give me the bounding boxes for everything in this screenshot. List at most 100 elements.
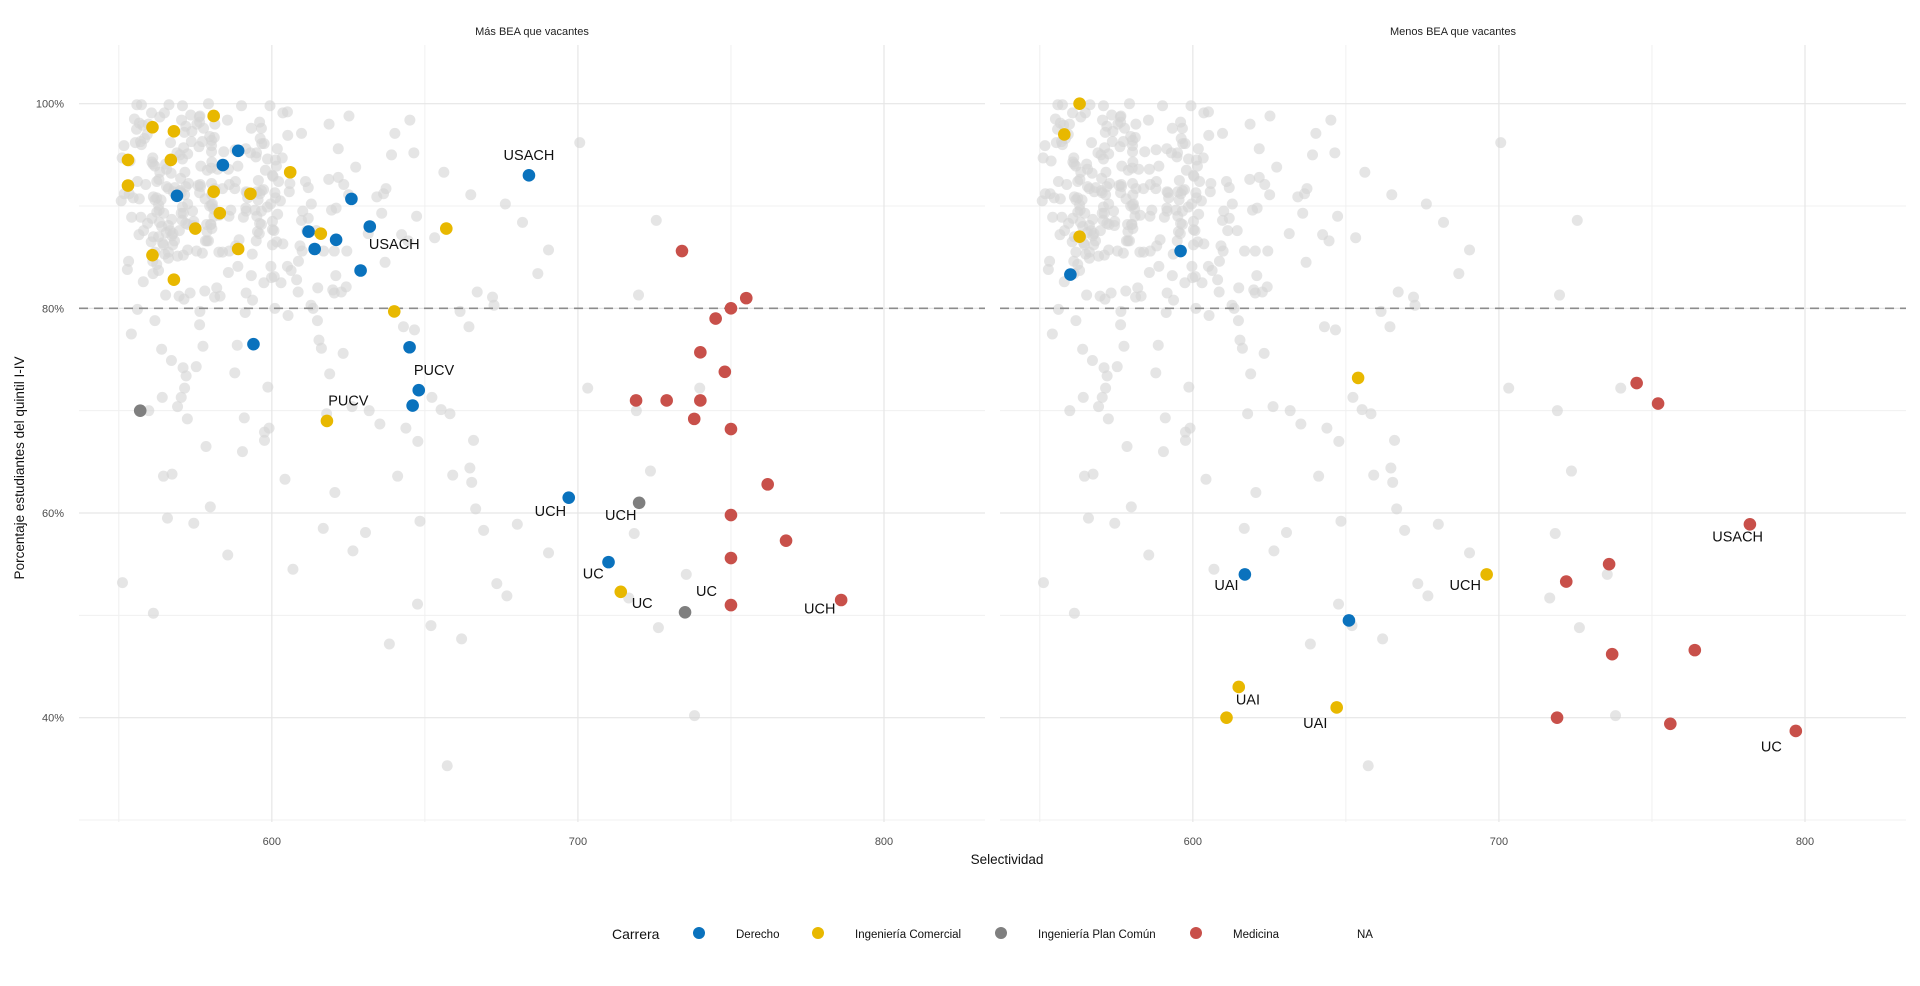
data-point-na (644, 465, 656, 477)
legend-label-medicina: Medicina (1233, 929, 1280, 941)
data-point-na (1150, 175, 1162, 187)
data-point-na (165, 137, 177, 149)
data-point-na (1464, 244, 1476, 256)
data-point-medicina (709, 312, 722, 325)
data-point-na (1115, 116, 1127, 128)
data-point-medicina (1664, 717, 1677, 731)
data-point-na (1123, 98, 1135, 110)
data-point-na (312, 282, 324, 294)
data-point-na (350, 161, 362, 173)
data-point-na (188, 517, 200, 529)
point-label: USACH (504, 148, 555, 164)
data-point-derecho (363, 220, 377, 233)
data-point-na (1264, 189, 1276, 201)
data-point-na (1244, 118, 1256, 130)
data-point-ingenier-a-comercial (167, 273, 181, 287)
legend-key-ing-comercial (812, 927, 824, 939)
data-point-na (1236, 342, 1248, 354)
data-point-na (1385, 462, 1397, 474)
data-point-na (363, 405, 375, 417)
data-point-na (1049, 113, 1061, 125)
data-point-na (1133, 163, 1145, 175)
data-point-na (121, 263, 133, 275)
data-point-na (1217, 127, 1229, 139)
data-point-na (291, 274, 303, 286)
y-tick-label: 60% (42, 508, 64, 520)
data-point-ingenier-a-comercial (231, 242, 245, 256)
data-point-na (1359, 166, 1371, 178)
data-point-na (1549, 527, 1561, 539)
data-point-ingenier-a-comercial (439, 222, 453, 235)
data-point-na (292, 255, 304, 267)
data-point-ingenier-a-comercial (1057, 128, 1071, 141)
data-point-medicina (724, 551, 738, 565)
data-point-na (1258, 347, 1270, 359)
data-point-na (1046, 328, 1058, 340)
data-point-derecho (354, 264, 367, 277)
data-point-na (259, 164, 271, 176)
data-point-na (237, 211, 249, 223)
data-point-na (258, 277, 270, 289)
data-point-na (383, 638, 395, 650)
data-point-na (218, 146, 230, 158)
data-point-na (245, 122, 257, 134)
point-label: UC (1761, 739, 1782, 755)
legend-label-ing-plan-comun: Ingeniería Plan Común (1038, 929, 1156, 941)
data-point-derecho (406, 399, 419, 412)
data-point-medicina (1630, 376, 1643, 390)
data-point-na (1422, 590, 1434, 602)
data-point-na (1166, 122, 1178, 134)
data-point-na (1264, 110, 1276, 122)
data-point-na (1362, 760, 1374, 772)
data-point-na (1106, 136, 1118, 148)
data-point-na (172, 401, 184, 413)
data-point-na (447, 469, 459, 481)
point-label: UCH (605, 508, 636, 524)
data-point-medicina (761, 478, 774, 491)
data-point-na (1103, 148, 1115, 160)
data-point-na (1245, 368, 1257, 380)
data-point-na (1121, 441, 1133, 452)
data-point-na (252, 174, 264, 186)
data-point-na (1039, 140, 1051, 152)
data-point-medicina (724, 302, 738, 315)
data-point-derecho (412, 383, 426, 397)
data-point-na (1333, 435, 1345, 447)
point-label: USACH (369, 237, 420, 253)
data-point-na (194, 319, 206, 331)
data-point-na (1106, 109, 1118, 121)
data-point-na (202, 98, 214, 110)
data-point-na (1102, 413, 1114, 425)
data-point-na (179, 382, 191, 394)
data-point-ingenier-a-comercial (1073, 97, 1086, 110)
data-point-na (1078, 470, 1090, 482)
data-point-na (1084, 99, 1096, 111)
data-point-na (1093, 401, 1105, 413)
data-point-na (1092, 147, 1104, 159)
data-point-na (1259, 179, 1271, 191)
data-point-na (1253, 143, 1265, 155)
data-point-na (487, 291, 499, 303)
data-point-na (408, 147, 420, 159)
point-label: PUCV (414, 363, 455, 379)
data-point-na (1384, 321, 1396, 333)
data-point-medicina (1789, 724, 1803, 738)
data-point-na (1079, 107, 1091, 119)
data-point-na (1109, 517, 1121, 529)
data-point-na (279, 473, 291, 485)
y-axis-label: Porcentaje estudiantes del quintil I-IV (12, 357, 27, 580)
data-point-derecho (602, 555, 615, 569)
data-point-na (324, 368, 336, 380)
data-point-na (1295, 418, 1307, 430)
data-point-na (214, 290, 226, 302)
data-point-na (429, 232, 441, 244)
data-point-na (181, 413, 193, 425)
data-point-na (1157, 446, 1169, 458)
data-point-derecho (403, 340, 416, 354)
data-point-na (1391, 503, 1403, 515)
data-point-na (1186, 260, 1198, 272)
data-point-na (499, 198, 511, 210)
data-point-na (131, 99, 143, 111)
data-point-na (202, 235, 214, 247)
data-point-na (238, 412, 250, 424)
